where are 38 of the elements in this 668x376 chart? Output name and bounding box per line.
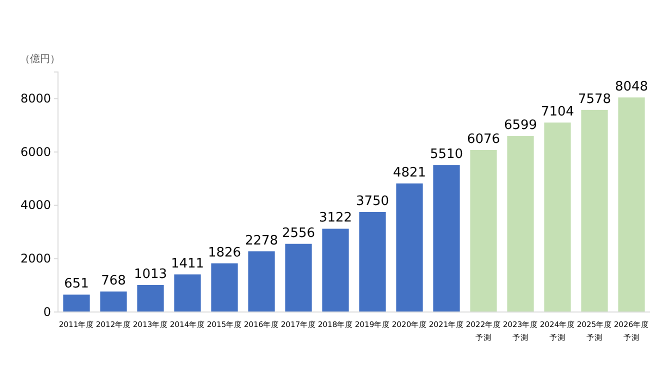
bar (174, 274, 201, 312)
y-tick-label: 4000 (20, 198, 51, 212)
bar (618, 97, 645, 312)
data-label: 3122 (318, 210, 352, 226)
bar (211, 263, 238, 312)
y-axis-title: （億円） (20, 53, 60, 65)
data-label: 7104 (540, 104, 574, 120)
bar (581, 110, 608, 312)
data-label: 1411 (170, 256, 204, 272)
bar (470, 150, 497, 312)
data-label: 6076 (466, 132, 500, 147)
bar (396, 183, 423, 312)
bar (285, 244, 312, 312)
y-tick-label: 8000 (20, 92, 51, 106)
data-label: 5510 (430, 147, 464, 162)
bar (433, 165, 460, 312)
bar (63, 294, 90, 312)
data-label: 4821 (392, 165, 426, 180)
bar (359, 212, 386, 312)
data-label: 2278 (244, 233, 278, 248)
data-label: 651 (64, 276, 89, 292)
y-tick-label: 2000 (20, 252, 51, 266)
bar (322, 228, 349, 312)
y-tick-label: 6000 (20, 144, 51, 159)
bar (248, 251, 275, 312)
bar (137, 284, 164, 312)
data-label: 768 (101, 274, 126, 289)
data-label: 7578 (578, 92, 612, 107)
data-label: 2556 (282, 226, 316, 241)
data-label: 6599 (504, 118, 538, 134)
data-label: 8048 (614, 79, 648, 94)
data-label: 1826 (208, 245, 242, 260)
bar (544, 122, 571, 312)
y-tick-label: 0 (43, 304, 51, 319)
data-label: 3750 (356, 194, 390, 209)
bar (100, 292, 127, 312)
data-label: 1013 (134, 266, 168, 282)
bar (507, 136, 534, 312)
